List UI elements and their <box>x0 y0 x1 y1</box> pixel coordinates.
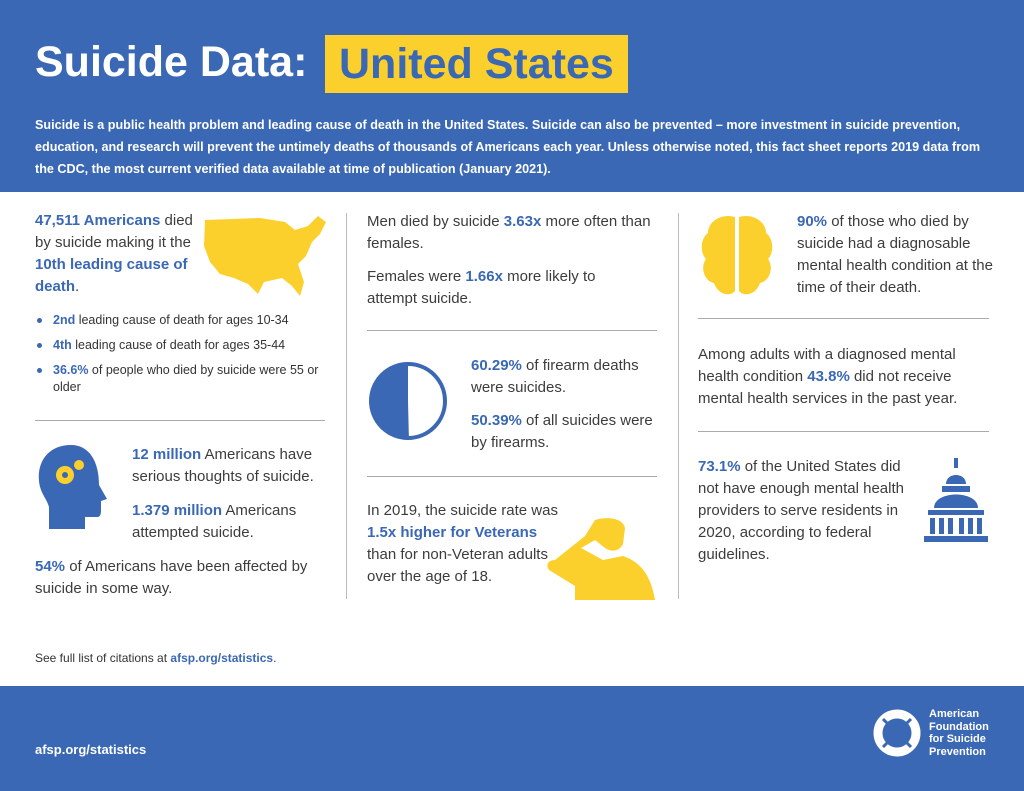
affected-stat: 54% of Americans have been affected by s… <box>35 558 308 597</box>
female-stat: Females were 1.66x more likely to attemp… <box>367 268 596 307</box>
divider <box>698 431 989 432</box>
list-item: 2nd leading cause of death for ages 10-3… <box>35 312 325 329</box>
divider <box>367 476 657 477</box>
list-item: 4th leading cause of death for ages 35-4… <box>35 337 325 354</box>
firearm-pie-chart <box>369 362 447 440</box>
rank-text: 10th leading cause of death <box>35 256 188 295</box>
firearm-suicide-stat: 60.29% of firearm deaths were suicides. <box>471 357 639 396</box>
head-gears-icon <box>38 445 107 529</box>
footer-url-link[interactable]: afsp.org/statistics <box>35 742 147 757</box>
page-title-highlight: United States <box>325 35 628 93</box>
deaths-number: 47,511 Americans <box>35 212 161 229</box>
men-stat: Men died by suicide 3.63x more often tha… <box>367 213 651 252</box>
attempts-stat: 1.379 million Americans attempted suicid… <box>132 502 297 541</box>
veteran-stat: In 2019, the suicide rate was 1.5x highe… <box>367 502 558 585</box>
period: . <box>75 278 80 295</box>
divider <box>367 330 657 331</box>
header: Suicide Data: United States Suicide is a… <box>0 0 1024 192</box>
brain-icon <box>701 215 773 295</box>
suicide-firearm-stat: 50.39% of all suicides were by firearms. <box>471 412 653 451</box>
column-divider <box>678 213 679 599</box>
footer: afsp.org/statistics American Foundation fo… <box>0 686 1024 791</box>
providers-stat: 73.1% of the United States did not have … <box>698 458 904 563</box>
citation-link[interactable]: afsp.org/statistics <box>170 651 274 665</box>
saluting-soldier-icon <box>547 518 655 600</box>
divider <box>698 318 989 319</box>
deaths-text: died by suicide making it the <box>35 212 193 251</box>
rank-list: 2nd leading cause of death for ages 10-3… <box>35 312 325 404</box>
deaths-stat: 47,511 Americans died by suicide making … <box>35 210 205 298</box>
thoughts-stat: 12 million Americans have serious though… <box>132 446 314 485</box>
divider <box>35 420 325 421</box>
column-divider <box>346 213 347 599</box>
afsp-logo-text: American Foundation for Suicide Prevention <box>929 708 989 758</box>
intro-text: Suicide is a public health problem and l… <box>35 118 981 176</box>
citation: See full list of citations at afsp.org/s… <box>35 651 277 665</box>
life-ring-logo-icon <box>873 709 921 757</box>
services-stat: Among adults with a diagnosed mental hea… <box>698 346 958 407</box>
us-map-icon <box>204 216 326 296</box>
pie-slice-firearm <box>371 364 409 438</box>
capitol-icon <box>924 458 988 542</box>
mental-health-stat: 90% of those who died by suicide had a d… <box>797 213 993 296</box>
list-item: 36.6% of people who died by suicide were… <box>35 362 325 396</box>
page-title: Suicide Data: <box>35 38 308 86</box>
